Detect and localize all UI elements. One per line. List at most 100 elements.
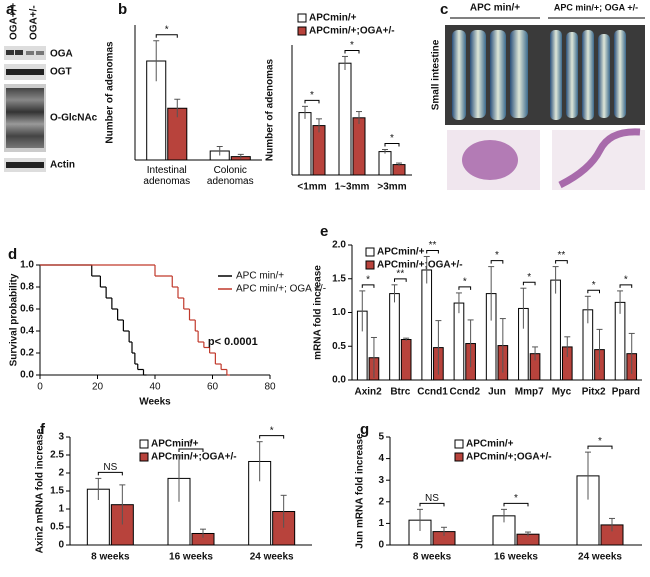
significance-bracket: [178, 448, 204, 452]
band: [6, 50, 14, 55]
bar: [453, 302, 465, 381]
legend-label: APC min/+: [236, 271, 284, 282]
x-tick-label: 80: [264, 382, 276, 393]
intestine: [470, 30, 486, 118]
significance-label: *: [310, 90, 314, 101]
significance-bracket: [587, 289, 600, 294]
bar: [338, 62, 352, 176]
x-tick-label: Intestinal adenomas: [143, 165, 191, 187]
significance-label: *: [350, 40, 354, 51]
intestine: [614, 30, 626, 118]
significance-bracket: [419, 502, 445, 507]
band: [6, 162, 44, 168]
significance-label: *: [527, 272, 531, 283]
genotype-label: OGA+/+: [9, 3, 20, 40]
intestine: [510, 30, 528, 118]
legend-label: APCmin/+;OGA+/-: [309, 26, 395, 37]
legend-swatch: [365, 247, 375, 257]
significance-label: **: [429, 240, 437, 251]
x-tick-label: Colonic adenomas: [206, 165, 254, 187]
intestine: [566, 32, 578, 118]
intestine: [598, 34, 610, 118]
significance-label: *: [390, 133, 394, 144]
panel-label: b: [118, 1, 127, 18]
band: [36, 51, 44, 55]
significance-label: **: [396, 268, 404, 279]
significance-bracket: [394, 278, 407, 282]
panel-label: f: [40, 421, 46, 438]
bar: [312, 125, 326, 176]
band: [6, 88, 44, 148]
significance-bracket: [426, 249, 439, 254]
panel-label: a: [6, 1, 15, 18]
band: [6, 69, 44, 75]
significance-bracket: [259, 435, 285, 439]
significance-label: *: [463, 277, 467, 288]
x-tick-label: Mmp7: [515, 387, 544, 398]
y-axis-label: Survival probability: [9, 273, 20, 366]
x-tick-label: Pitx2: [582, 387, 606, 398]
band-label: O-GlcNAc: [50, 113, 98, 124]
y-axis-label: Jun mRNA fold increase: [355, 433, 366, 549]
y-tick-label: 3: [378, 475, 384, 486]
x-tick-label: Ccnd1: [417, 387, 448, 398]
bar: [352, 117, 366, 176]
y-tick-label: 1.0: [20, 260, 34, 271]
band: [26, 51, 34, 55]
y-tick-label: 0.6: [20, 304, 34, 315]
y-tick-label: 0: [378, 540, 384, 551]
y-tick-label: 0.4: [20, 326, 34, 337]
significance-label: *: [598, 436, 602, 447]
tissue-label: Small intestine: [431, 39, 442, 110]
y-tick-label: 0.5: [50, 522, 64, 533]
significance-bracket: [522, 281, 536, 286]
x-tick-label: Jun: [488, 387, 506, 398]
x-tick-label: 40: [149, 382, 161, 393]
panel-label: d: [8, 246, 17, 263]
y-tick-label: 1.0: [332, 307, 346, 318]
y-tick-label: 1: [58, 504, 64, 515]
blot-strip: [4, 46, 46, 60]
x-tick-label: 24 weeks: [578, 552, 622, 563]
y-tick-label: 0.5: [332, 341, 346, 352]
y-tick-label: 1.5: [332, 273, 346, 284]
intestine: [490, 30, 506, 120]
y-axis-label: mRNA fold increase: [313, 265, 324, 360]
group-label: APC min/+; OGA +/-: [554, 2, 638, 12]
x-axis-label: Weeks: [139, 397, 171, 408]
y-axis-label: Number of adenomas: [265, 58, 276, 161]
bar: [421, 269, 433, 381]
x-tick-label: Ccnd2: [449, 387, 480, 398]
significance-label: *: [366, 275, 370, 286]
significance-bracket: [384, 143, 400, 147]
legend-label: APCmin/+;OGA+/-: [377, 260, 463, 271]
significance-bracket: [97, 471, 123, 476]
significance-bracket: [490, 260, 504, 264]
group-label: APC min/+: [470, 3, 520, 14]
band: [15, 50, 23, 55]
significance-label: NS: [425, 493, 439, 504]
y-tick-label: 3: [58, 432, 64, 443]
legend-label: APCmin/+: [309, 13, 357, 24]
y-tick-label: 0: [58, 540, 64, 551]
tissue: [558, 128, 641, 189]
y-tick-label: 0.0: [20, 370, 34, 381]
intestine: [452, 30, 466, 120]
legend-label: APCmin/+: [151, 439, 199, 450]
legend-swatch: [454, 439, 464, 449]
histology-images: [445, 17, 645, 190]
legend-label: APCmin/+: [377, 247, 425, 258]
significance-bracket: [587, 445, 613, 450]
significance-label: *: [270, 425, 274, 436]
y-tick-label: 2: [58, 468, 64, 479]
x-tick-label: 16 weeks: [169, 552, 213, 563]
x-tick-label: Ppard: [612, 387, 640, 398]
significance-label: NS: [103, 462, 117, 473]
y-tick-label: 2.0: [332, 240, 346, 251]
annotation: p< 0.0001: [208, 336, 258, 348]
panel-label: e: [320, 223, 328, 240]
legend-label: APCmin/+;OGA+/-: [151, 452, 237, 463]
bar: [550, 279, 561, 381]
y-tick-label: 2: [378, 496, 384, 507]
